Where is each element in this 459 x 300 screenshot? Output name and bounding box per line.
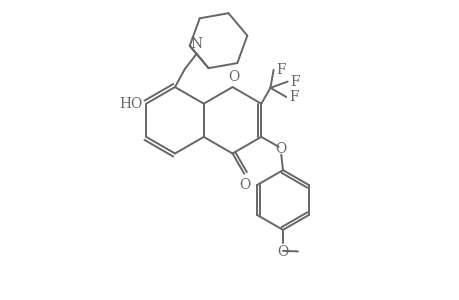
Text: F: F	[288, 90, 298, 104]
Text: O: O	[239, 178, 250, 192]
Text: F: F	[290, 75, 299, 88]
Text: F: F	[276, 63, 285, 77]
Text: O: O	[228, 70, 240, 84]
Text: N: N	[190, 37, 202, 51]
Text: HO: HO	[119, 97, 142, 111]
Text: O: O	[277, 245, 288, 259]
Text: O: O	[275, 142, 286, 155]
